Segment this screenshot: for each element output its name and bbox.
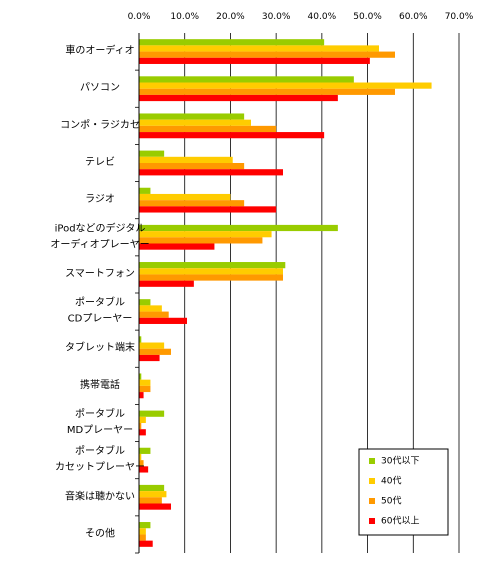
bar: [139, 447, 151, 454]
bar: [139, 237, 263, 244]
category-label: その他: [85, 526, 115, 539]
bar: [139, 392, 144, 399]
category-label: ポータブル: [75, 407, 125, 420]
x-tick-label: 0.0%: [128, 12, 151, 22]
x-tick-label: 40.0%: [308, 12, 337, 22]
category-label: オーディオプレーヤー: [50, 237, 149, 250]
category-label: パソコン: [80, 82, 120, 94]
legend-label: 50代: [381, 496, 401, 507]
category-label: ポータブル: [75, 444, 125, 457]
bar: [139, 268, 283, 275]
bar: [139, 39, 325, 46]
bar: [139, 224, 338, 232]
bar: [139, 429, 146, 436]
category-label: カセットプレーヤー: [55, 461, 145, 473]
bar: [139, 76, 354, 83]
bar: [139, 45, 379, 52]
bar: [139, 528, 146, 535]
bar: [139, 113, 245, 120]
legend-swatch: [369, 458, 375, 464]
bar: [139, 540, 153, 547]
bar: [139, 373, 142, 380]
bar: [139, 484, 165, 492]
bar: [139, 354, 160, 362]
bar: [139, 497, 162, 504]
category-label: スマートフォン: [65, 268, 135, 279]
bar: [139, 423, 142, 430]
bar: [139, 132, 325, 139]
category-label: コンポ・ラジカセ: [60, 119, 140, 131]
category-label: 車のオーディオ: [65, 44, 134, 57]
bar: [139, 94, 338, 102]
bar: [139, 466, 149, 473]
bar: [139, 534, 146, 541]
category-label: ラジオ: [85, 193, 115, 205]
bar: [139, 150, 165, 157]
category-label: テレビ: [85, 156, 115, 168]
bar: [139, 460, 144, 467]
bar: [139, 193, 231, 201]
x-tick-label: 70.0%: [445, 12, 474, 22]
bar: [139, 491, 167, 498]
bar: [139, 163, 245, 170]
bar: [139, 453, 142, 461]
bar: [139, 51, 395, 58]
bar: [139, 348, 171, 355]
category-label: ポータブル: [75, 296, 125, 309]
bar: [139, 522, 151, 529]
bar: [139, 416, 146, 423]
category-label: 携帯電話: [80, 378, 120, 391]
bar: [139, 305, 162, 312]
category-label: 音楽は聴かない: [65, 489, 135, 502]
legend-label: 60代以上: [381, 516, 419, 527]
bar: [139, 379, 151, 386]
legend: 30代以下 40代 50代 60代以上: [358, 448, 449, 536]
bar: [139, 503, 171, 510]
category-label: タブレット端末: [65, 341, 135, 354]
x-tick-label: 30.0%: [262, 12, 291, 22]
category-label: CDプレーヤー: [68, 313, 133, 325]
bar: [139, 231, 272, 238]
bars: [139, 39, 432, 547]
bar: [139, 342, 165, 349]
bar: [139, 125, 277, 133]
bar: [139, 243, 215, 250]
bar: [139, 299, 151, 306]
bar: [139, 311, 169, 318]
legend-swatch: [369, 498, 375, 504]
legend-label: 40代: [381, 476, 401, 487]
legend-swatch: [369, 478, 375, 484]
bar: [139, 336, 142, 343]
category-label: MDプレーヤー: [67, 424, 133, 436]
legend-swatch: [369, 518, 375, 524]
bar: [139, 410, 165, 417]
category-label: iPodなどのデジタル: [55, 221, 146, 234]
bar: [139, 317, 187, 324]
bar: [139, 119, 251, 126]
x-tick-label: 60.0%: [399, 12, 428, 22]
bar: [139, 187, 151, 194]
axis: [135, 33, 140, 554]
bar: [139, 156, 233, 163]
bar: [139, 280, 194, 287]
legend-label: 30代以下: [381, 456, 419, 467]
bar: [139, 274, 283, 281]
bar: [139, 82, 432, 89]
bar: [139, 262, 286, 269]
bar: [139, 200, 245, 207]
bar: [139, 385, 151, 393]
x-tick-label: 50.0%: [353, 12, 382, 22]
bar: [139, 88, 395, 95]
x-tick-labels: 0.0% 10.0% 20.0% 30.0% 40.0% 50.0% 60.0% 70.0%: [128, 12, 474, 22]
bar: [139, 206, 277, 213]
x-tick-label: 10.0%: [170, 12, 199, 22]
bar: [139, 57, 370, 64]
x-tick-label: 20.0%: [216, 12, 245, 22]
bar: [139, 169, 283, 176]
